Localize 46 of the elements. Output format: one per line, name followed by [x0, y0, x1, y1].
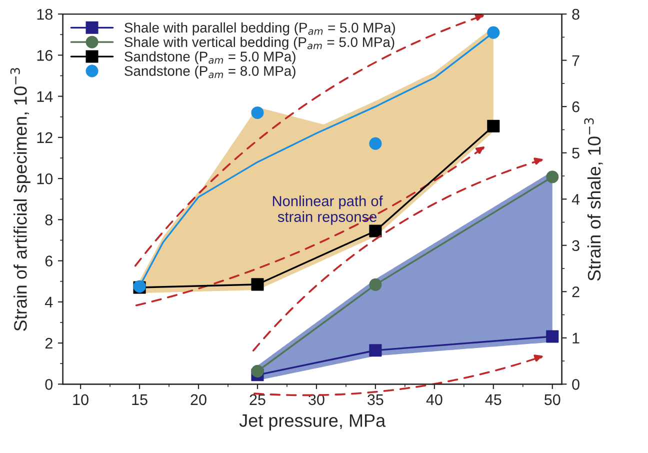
y-tick-label: 14 [37, 91, 53, 102]
point [251, 364, 264, 378]
y-tick-label: 12 [37, 132, 52, 143]
y-tick-label: 6 [45, 256, 52, 266]
point [546, 330, 559, 343]
x-tick-label: 50 [544, 394, 560, 406]
y2-tick-label: 8 [572, 8, 580, 20]
point [369, 137, 382, 150]
legend-label: Sandstone (P$_{am}$ = 8.0 MPa) [124, 66, 296, 79]
point [251, 106, 264, 120]
y-tick-label: 18 [37, 8, 52, 20]
y-tick-label: 2 [45, 338, 52, 349]
point [487, 120, 500, 132]
y2-axis-title: Strain of shale, 10$^{−3}$ [584, 118, 603, 281]
x-tick-label: 10 [73, 394, 88, 406]
y2-tick-label: 4 [572, 194, 580, 205]
y-tick-label: 4 [44, 296, 53, 308]
point [369, 344, 382, 357]
y2-tick-label: 1 [572, 332, 580, 344]
y2-tick-label: 5 [572, 148, 580, 159]
y-tick-label: 8 [45, 214, 52, 226]
y-tick-label: 0 [45, 379, 53, 390]
annotation: Nonlinear path of strain repsonse [272, 196, 383, 225]
point [251, 278, 264, 291]
x-tick-label: 35 [368, 394, 384, 406]
x-tick-label: 25 [250, 394, 266, 406]
legend-label: Sandstone (P$_{am}$ = 5.0 MPa) [124, 51, 296, 64]
point [369, 224, 382, 238]
x-tick-label: 40 [426, 394, 442, 406]
y2-tick-label: 7 [572, 55, 580, 66]
legend-label: Shale with vertical bedding (P$_{am}$ = 5.0 MPa) [124, 36, 394, 50]
y2-tick-label: 2 [572, 286, 580, 298]
point [487, 26, 500, 39]
y-tick-label: 16 [37, 50, 52, 61]
x-tick-label: 20 [190, 394, 206, 406]
y2-tick-label: 3 [572, 240, 580, 252]
x-tick-label: 15 [132, 394, 148, 406]
point [546, 170, 559, 184]
y2-tick-label: 6 [572, 101, 580, 112]
y-tick-label: 10 [37, 173, 53, 184]
y2-tick-label: 0 [572, 379, 580, 390]
x-tick-label: 45 [485, 394, 502, 406]
y-axis-title: Strain of artificial specimen, 10$^{−3}$ [10, 68, 30, 331]
point [369, 278, 382, 291]
legend-label: Shale with parallel bedding (P$_{am}$ = 5.0 MPa) [124, 22, 395, 36]
x-axis-title: Jet pressure, MPa [239, 414, 386, 430]
